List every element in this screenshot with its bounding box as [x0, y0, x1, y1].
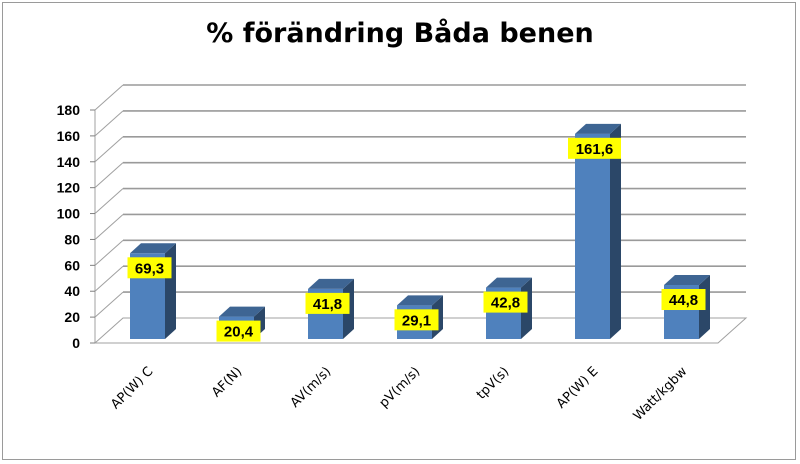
data-label: 69,3 [135, 260, 164, 277]
data-label-bg [568, 137, 621, 159]
data-label: 20,4 [224, 324, 254, 341]
bar-top [397, 295, 443, 306]
chart-frame [2, 2, 796, 460]
category-label: Watt/kgbw [631, 364, 691, 424]
bar-top [308, 278, 354, 289]
gridline-side [94, 214, 124, 240]
data-label-bg [661, 289, 706, 311]
category-label: AP(W) E [554, 364, 601, 411]
y-tick-label: 60 [64, 257, 80, 273]
data-label: 44,8 [669, 292, 698, 309]
gridline-side [94, 136, 124, 163]
data-label-bg [305, 292, 350, 314]
bar-top [130, 243, 176, 254]
bar [575, 133, 610, 339]
gridline-side [94, 188, 124, 214]
category-label: AV(m/s) [288, 364, 335, 411]
data-label: 29,1 [402, 312, 431, 329]
category-label: pV(m/s) [377, 364, 424, 411]
y-tick-label: 160 [57, 128, 81, 144]
data-label-bg [127, 257, 172, 279]
category-label: AP(W) C [108, 364, 156, 412]
y-tick-label: 40 [64, 283, 80, 299]
category-label: tpV(s) [474, 364, 512, 402]
gridline-side [94, 110, 124, 137]
gridline-side [94, 239, 124, 266]
bar-top [219, 306, 265, 317]
data-label: 161,6 [576, 141, 614, 158]
y-tick-label: 140 [57, 154, 81, 170]
chart-title: % förändring Båda benen [206, 18, 594, 49]
y-tick-label: 0 [72, 335, 80, 351]
y-tick-label: 80 [64, 231, 80, 247]
data-label-bg [216, 320, 261, 342]
data-label-bg [394, 309, 439, 331]
bar-top [575, 123, 621, 134]
data-label: 42,8 [491, 295, 520, 312]
gridline-side [94, 162, 124, 189]
data-label: 41,8 [313, 296, 342, 313]
data-label-bg [483, 291, 528, 313]
gridline-side [94, 84, 124, 111]
y-tick-label: 120 [57, 180, 81, 196]
gridline-side [94, 265, 124, 292]
gridline-side [94, 291, 124, 318]
category-label: AF(N) [209, 364, 245, 400]
y-tick-label: 100 [57, 206, 81, 222]
bar-top [664, 275, 710, 286]
bar-side [610, 123, 621, 339]
y-tick-label: 20 [64, 309, 80, 325]
bar-top [486, 277, 532, 288]
y-tick-label: 180 [57, 102, 81, 118]
